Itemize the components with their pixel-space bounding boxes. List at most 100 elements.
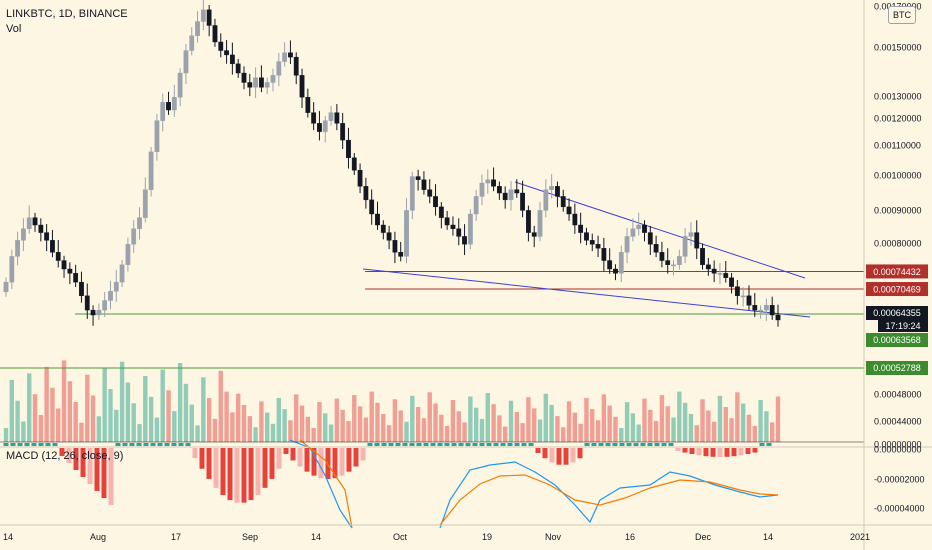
macd-histogram-bar — [605, 443, 611, 446]
macd-histogram-bar — [171, 443, 177, 446]
macd-tick-label: -0.00004000 — [874, 504, 925, 514]
volume-bar — [27, 373, 32, 442]
candle-body — [195, 21, 200, 36]
volume-bar — [15, 400, 20, 442]
volume-bar — [270, 423, 276, 442]
volume-bar — [671, 417, 676, 442]
candle-body — [671, 264, 676, 267]
volume-bar — [700, 399, 705, 442]
volume-bar — [584, 397, 589, 442]
volume-bar — [473, 407, 479, 442]
macd-histogram-bar — [24, 443, 30, 446]
candle-body — [589, 240, 595, 245]
volume-bar — [206, 398, 212, 442]
time-tick-label: 17 — [171, 532, 181, 542]
candle-body — [636, 224, 642, 229]
macd-histogram-bar — [752, 448, 758, 453]
macd-histogram-bar — [542, 448, 548, 459]
volume-bar — [253, 427, 258, 442]
volume-bar — [648, 409, 653, 442]
support-level-label: 0.00063568 — [873, 335, 921, 345]
volume-bar — [595, 420, 601, 442]
macd-histogram-bar — [626, 443, 632, 446]
macd-histogram-bar — [598, 443, 604, 446]
macd-histogram-bar — [724, 448, 730, 457]
candle-body — [630, 228, 636, 237]
volume-bar — [131, 403, 136, 442]
volume-bar — [468, 396, 473, 442]
candle-body — [224, 50, 229, 56]
candle-body — [537, 210, 543, 237]
price-tick-label: 0.00130000 — [874, 92, 922, 102]
candle-body — [229, 54, 235, 65]
volume-bar — [125, 382, 131, 442]
macd-histogram-bar — [73, 448, 79, 470]
macd-histogram-bar — [696, 448, 702, 456]
volume-bar — [694, 425, 699, 442]
macd-histogram-bar — [528, 443, 534, 446]
macd-histogram-bar — [486, 443, 492, 446]
volume-bar — [346, 421, 351, 442]
volume-bar — [682, 402, 688, 442]
volume-bar — [769, 422, 775, 442]
macd-histogram-bar — [157, 443, 163, 446]
candle-body — [166, 102, 171, 111]
volume-bar — [195, 425, 200, 442]
macd-histogram-bar — [409, 443, 415, 446]
macd-histogram-bar — [17, 443, 23, 446]
candle-body — [293, 56, 299, 76]
volume-bar — [590, 409, 595, 442]
candle-body — [113, 281, 119, 292]
candle-body — [456, 228, 462, 237]
volume-bar — [688, 414, 694, 442]
candle-body — [531, 232, 537, 237]
volume-bar — [212, 418, 218, 442]
macd-histogram-bar — [556, 448, 562, 465]
resistance-level-label: 0.00074432 — [873, 267, 921, 277]
volume-bar — [706, 410, 711, 442]
macd-histogram-bar — [248, 448, 254, 501]
macd-histogram-bar — [570, 448, 576, 463]
volume-bar — [369, 391, 374, 442]
volume-bar — [21, 421, 26, 442]
candle-body — [55, 252, 61, 261]
candle-body — [624, 236, 630, 253]
candle-body — [206, 9, 212, 26]
volume-bar — [537, 419, 543, 442]
volume-bar — [32, 394, 38, 442]
candle-body — [357, 169, 363, 187]
macd-histogram-bar — [668, 443, 674, 446]
candle-body — [96, 309, 102, 316]
countdown-box — [878, 319, 928, 332]
support-tag-box — [866, 333, 928, 347]
volume-bar — [444, 425, 450, 442]
candle-body — [578, 224, 584, 233]
candle-body — [665, 260, 671, 265]
candle-body — [601, 248, 607, 261]
macd-histogram-bar — [682, 448, 688, 453]
candle-body — [311, 112, 317, 124]
volume-bar — [775, 396, 781, 442]
time-tick-label: Nov — [545, 532, 562, 542]
macd-histogram-bar — [458, 443, 464, 446]
candle-body — [369, 199, 375, 215]
macd-histogram-bar — [479, 443, 485, 446]
candle-body — [775, 314, 781, 321]
currency-badge[interactable]: BTC — [888, 6, 916, 24]
macd-histogram-bar — [521, 443, 527, 446]
candle-body — [647, 232, 653, 245]
macd-histogram-bar — [584, 443, 590, 446]
volume-bar — [247, 416, 252, 442]
candle-body — [44, 232, 50, 241]
candle-body — [276, 61, 282, 76]
signal-line — [439, 474, 779, 526]
volume-bar — [601, 394, 607, 442]
time-tick-label: 14 — [3, 532, 13, 542]
volume-bar — [357, 406, 363, 442]
volume-bar — [282, 409, 287, 442]
volume-bar — [224, 391, 229, 442]
macd-histogram-bar — [500, 443, 506, 446]
macd-histogram-bar — [402, 443, 408, 446]
macd-histogram-bar — [493, 443, 499, 446]
